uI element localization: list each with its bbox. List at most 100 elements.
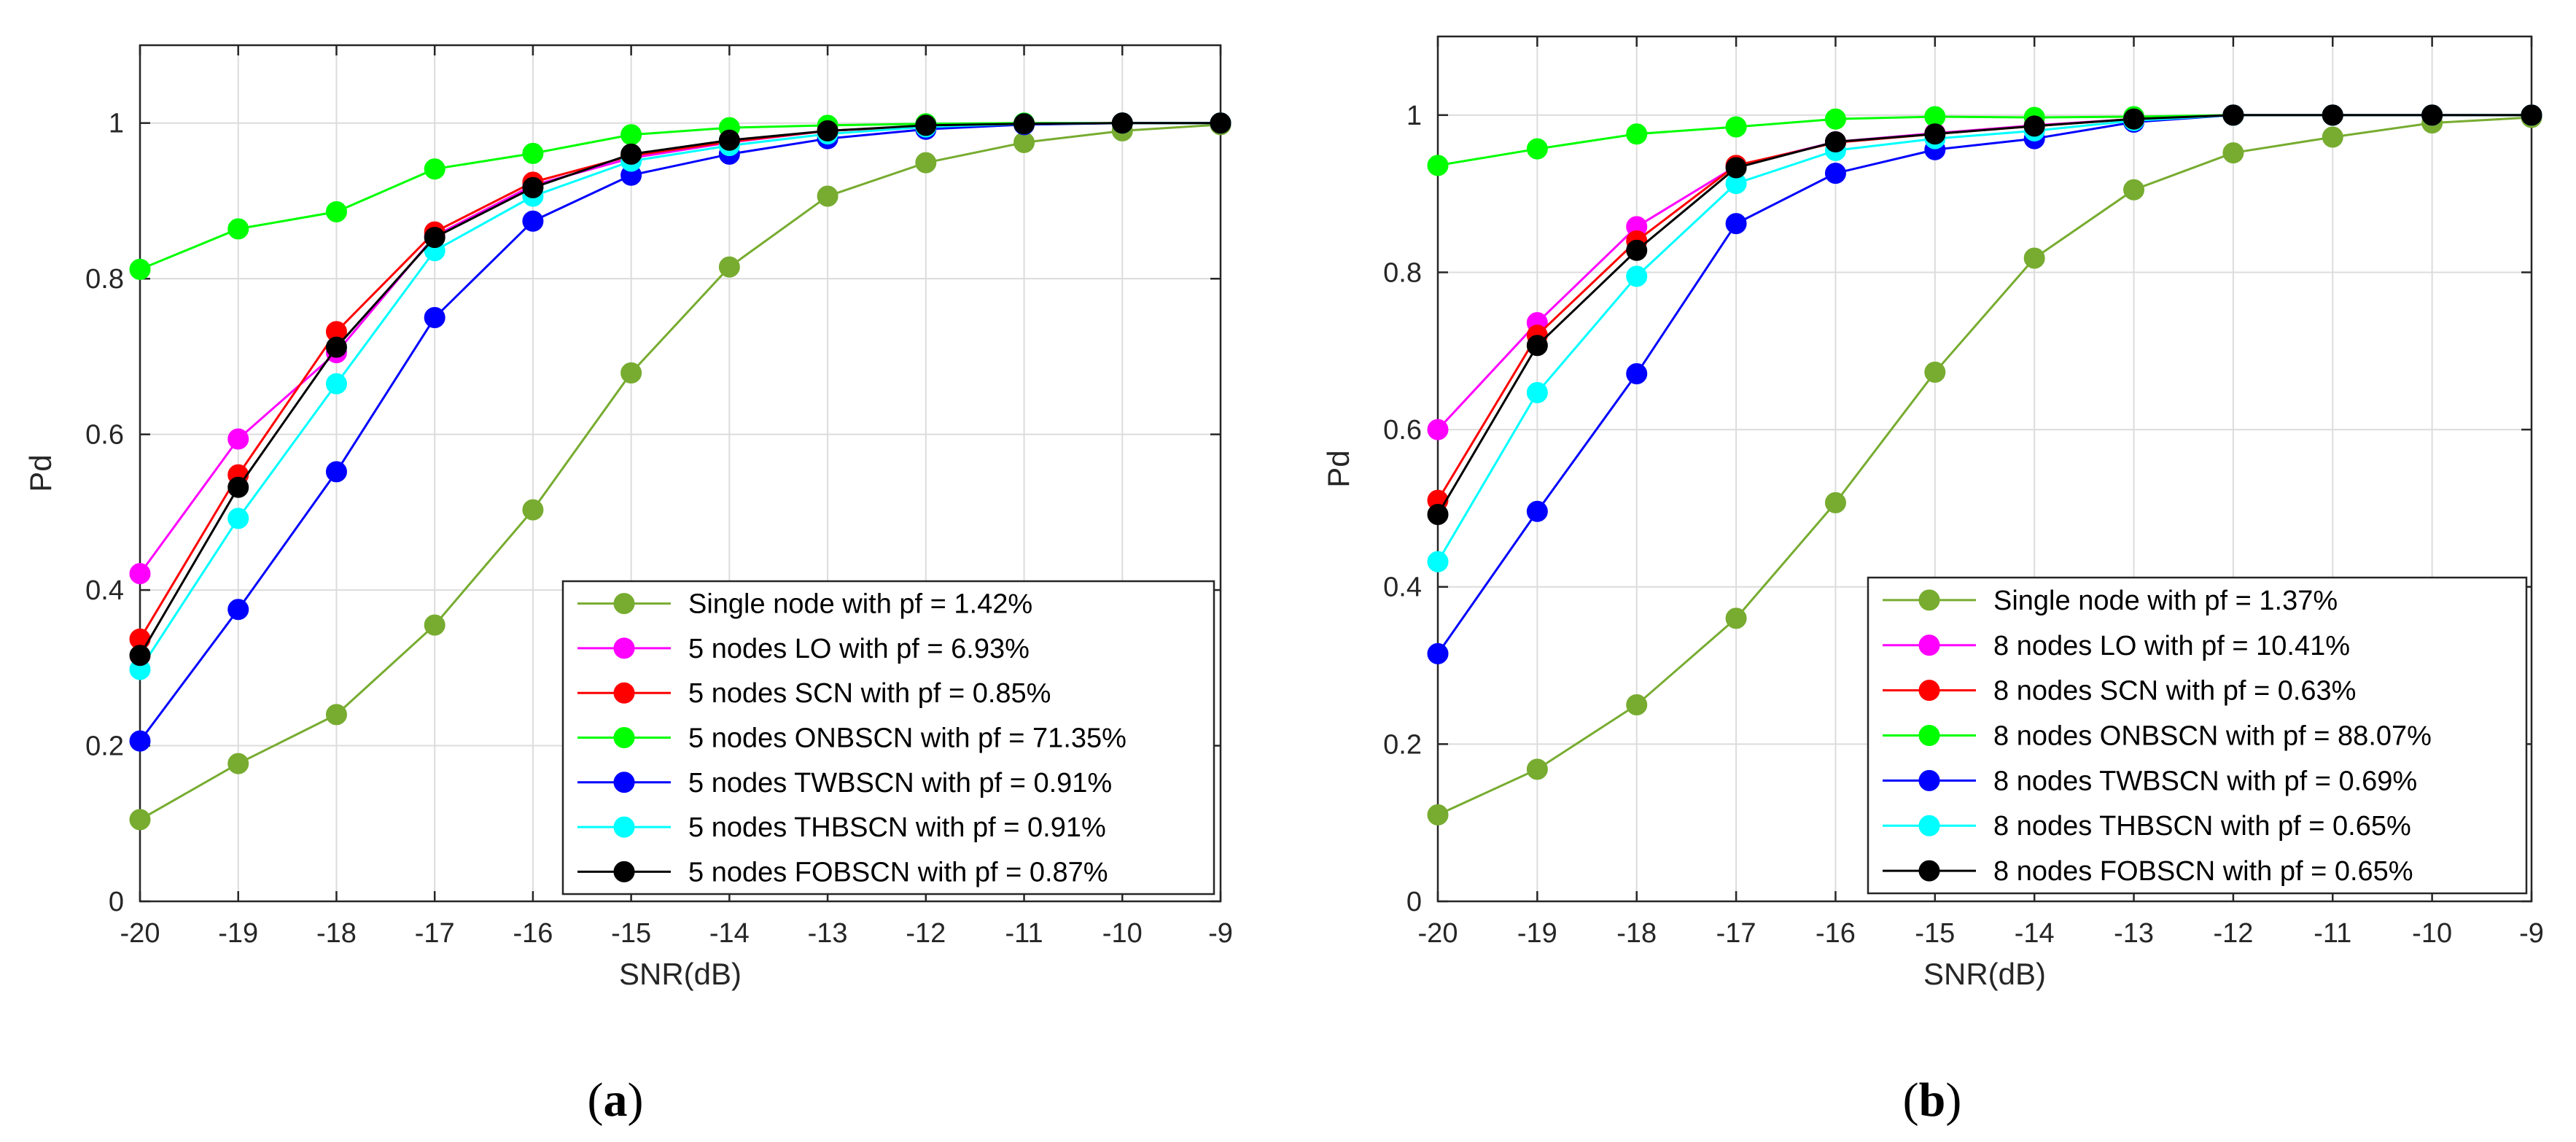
legend-swatch-marker [613,682,635,704]
x-tick-label: -14 [709,918,750,949]
data-point [1626,694,1648,715]
data-point [2023,115,2045,137]
y-tick-label: 1 [1406,101,1422,131]
caption-open-paren: ( [588,1073,604,1127]
data-point [1013,131,1035,153]
legend-box [561,580,1215,896]
series-line [1436,114,2532,516]
data-point [1824,163,1846,184]
axes-box [1436,35,2533,903]
data-point [424,158,445,180]
x-tick-label: -9 [1208,918,1233,949]
data-point [1526,500,1548,522]
data-point [817,185,838,207]
y-tick-label: 0.6 [85,420,124,451]
data-point [915,114,937,136]
legend-entry: 5 nodes TWBSCN with pf = 0.91% [688,768,1112,799]
legend-entry: 5 nodes SCN with pf = 0.85% [688,678,1051,709]
x-tick-label: -12 [2213,918,2253,949]
x-tick-label: -9 [2519,918,2544,949]
y-tick-label: 0.6 [1383,415,1422,446]
x-tick-label: -11 [2314,918,2351,949]
data-point [1013,113,1035,135]
x-tick-label: -10 [1102,918,1143,949]
x-tick-label: -13 [2114,918,2154,949]
data-point [1626,239,1648,261]
data-point [1427,419,1449,440]
data-point [1427,642,1449,664]
data-point [1626,363,1648,385]
data-point [325,704,347,726]
x-axis-label: SNR(dB) [619,957,742,991]
legend: Single node with pf = 1.42% 5 nodes LO wi… [561,580,1215,896]
data-point [1725,116,1747,138]
x-tick-label: -15 [611,918,651,949]
x-tick-label: -13 [808,918,848,949]
data-point [1526,138,1548,160]
data-point [1725,607,1747,629]
data-point [1210,112,1231,134]
caption-letter: a [604,1073,628,1127]
data-point [1427,804,1449,826]
data-point [1427,155,1449,176]
data-point [620,143,642,165]
data-point [424,307,445,329]
y-tick-label: 0.8 [85,264,124,295]
legend-swatch-marker [1918,589,1940,611]
data-point [129,730,151,752]
data-point [1626,265,1648,287]
data-point [1526,758,1548,780]
legend-entry: 5 nodes FOBSCN with pf = 0.87% [688,857,1108,887]
x-tick-label: -14 [2015,918,2055,949]
y-tick-label: 0 [109,887,124,917]
data-point [227,753,249,774]
y-tick-label: 0.2 [1383,729,1422,760]
data-point [129,258,151,280]
legend-entry: 8 nodes ONBSCN with pf = 88.07% [1993,721,2432,752]
series-6 [129,112,1231,667]
data-point [2421,104,2443,126]
series-6 [1427,104,2542,526]
legend-swatch-marker [1918,680,1940,702]
x-tick-label: -18 [316,918,357,949]
x-tick-label: -20 [120,918,160,949]
y-axis-label: Pd [1321,450,1355,487]
data-point [1526,335,1548,357]
data-point [227,218,249,240]
x-tick-label: -19 [218,918,258,949]
legend-swatch-marker [613,772,635,793]
data-point [718,129,740,151]
data-point [129,563,151,585]
x-tick-label: -16 [1816,918,1856,949]
data-point [1725,213,1747,235]
x-tick-label: -12 [906,918,946,949]
data-point [325,373,347,395]
data-point [522,176,544,198]
legend-entry: Single node with pf = 1.37% [1993,586,2338,616]
data-point [620,124,642,146]
x-tick-label: -11 [1005,918,1043,949]
data-point [2222,142,2244,164]
data-point [2123,108,2145,130]
legend-swatch-marker [613,861,635,882]
legend-swatch-marker [613,593,635,615]
series-line [1437,116,2532,816]
legend-entry: 8 nodes SCN with pf = 0.63% [1993,676,2356,707]
legend-entry: 8 nodes LO with pf = 10.41% [1993,631,2350,661]
axes-box [139,44,1222,903]
data-point [1824,131,1846,152]
data-point [1824,108,1846,130]
data-point [2322,104,2343,126]
x-tick-label: -15 [1915,918,1955,949]
legend-entry: 5 nodes THBSCN with pf = 0.91% [688,812,1106,843]
data-point [1725,157,1747,179]
data-point [1924,123,1946,145]
legend: Single node with pf = 1.37% 8 nodes LO wi… [1867,576,2528,895]
data-point [129,645,151,667]
data-point [227,428,249,450]
series-line [139,122,1221,656]
panel-caption: (b) [1903,1073,1962,1127]
data-point [1924,361,1946,383]
data-point [718,256,740,278]
